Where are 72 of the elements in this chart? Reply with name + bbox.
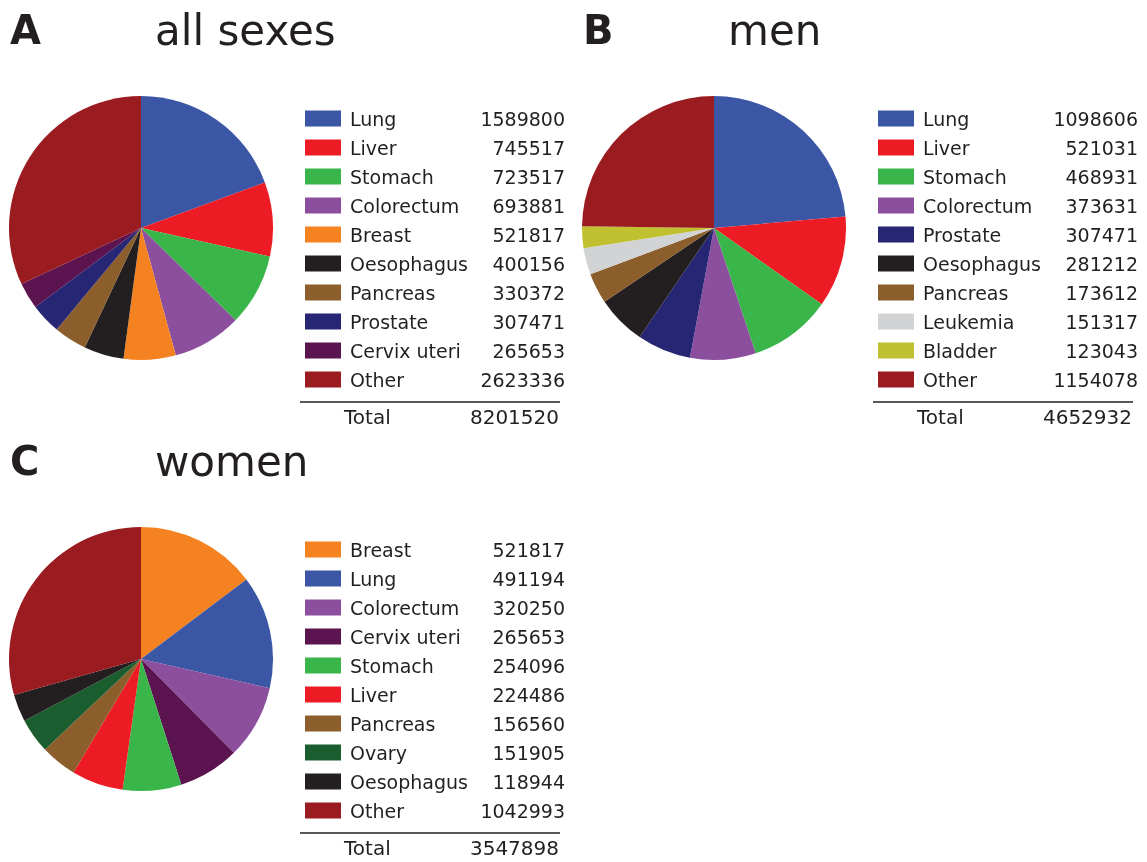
- chart-title: men: [728, 5, 822, 55]
- legend-label: Leukemia: [923, 310, 1015, 333]
- text: A: [10, 7, 41, 53]
- legend-label: Oesophagus: [350, 252, 468, 275]
- data-label: 156560: [492, 712, 565, 735]
- legend-label: Lung: [350, 107, 397, 130]
- data-label: 123043: [1065, 339, 1138, 362]
- legend-label: Stomach: [350, 165, 434, 188]
- legend-label: Colorectum: [923, 194, 1033, 217]
- data-label: 307471: [1065, 223, 1138, 246]
- legend-label: Stomach: [350, 654, 434, 677]
- data-label: 224486: [492, 683, 565, 706]
- legend-label: Stomach: [923, 165, 1007, 188]
- legend-label: Lung: [923, 107, 970, 130]
- data-label: 723517: [492, 165, 565, 188]
- legend-label: Breast: [350, 538, 412, 561]
- data-label: 118944: [492, 770, 565, 793]
- data-label: 521817: [492, 538, 565, 561]
- legend-label: Lung: [350, 567, 397, 590]
- legend-label: Pancreas: [350, 281, 436, 304]
- chart-title: all sexes: [155, 5, 336, 55]
- legend-label: Prostate: [350, 310, 429, 333]
- text: Total: [916, 405, 964, 429]
- legend-label: Cervix uteri: [350, 625, 461, 648]
- legend-label: Colorectum: [350, 596, 460, 619]
- legend-label: Bladder: [923, 339, 997, 362]
- data-label: 151905: [492, 741, 565, 764]
- legend-label: Pancreas: [350, 712, 436, 735]
- legend-label: Other: [350, 799, 405, 822]
- text: 3547898: [469, 836, 560, 860]
- text: 8201520: [469, 405, 560, 429]
- text: Total: [343, 405, 391, 429]
- data-label: 173612: [1065, 281, 1138, 304]
- data-label: 400156: [492, 252, 565, 275]
- legend-label: Liver: [350, 683, 397, 706]
- data-label: 307471: [492, 310, 565, 333]
- data-label: 1154078: [1053, 368, 1138, 391]
- data-label: 2623336: [480, 368, 565, 391]
- legend-label: Prostate: [923, 223, 1002, 246]
- legend-label: Colorectum: [350, 194, 460, 217]
- data-label: 491194: [492, 567, 565, 590]
- data-label: 1042993: [480, 799, 565, 822]
- text: Total: [343, 836, 391, 860]
- data-label: 468931: [1065, 165, 1138, 188]
- legend-label: Liver: [923, 136, 970, 159]
- data-label: 281212: [1065, 252, 1138, 275]
- data-label: 1589800: [480, 107, 565, 130]
- legend-label: Ovary: [350, 741, 407, 764]
- data-label: 373631: [1065, 194, 1138, 217]
- data-label: 265653: [492, 339, 565, 362]
- text: B: [583, 7, 614, 53]
- text: 4652932: [1042, 405, 1133, 429]
- data-label: 1098606: [1053, 107, 1138, 130]
- legend-label: Oesophagus: [923, 252, 1041, 275]
- data-label: 521817: [492, 223, 565, 246]
- legend-label: Other: [350, 368, 405, 391]
- legend-label: Breast: [350, 223, 412, 246]
- data-label: 151317: [1065, 310, 1138, 333]
- chart-title: women: [155, 436, 309, 486]
- data-label: 330372: [492, 281, 565, 304]
- data-label: 254096: [492, 654, 565, 677]
- data-label: 320250: [492, 596, 565, 619]
- data-label: 265653: [492, 625, 565, 648]
- legend-label: Cervix uteri: [350, 339, 461, 362]
- legend-label: Liver: [350, 136, 397, 159]
- legend-label: Oesophagus: [350, 770, 468, 793]
- data-label: 693881: [492, 194, 565, 217]
- legend-label: Other: [923, 368, 978, 391]
- text: C: [10, 438, 40, 484]
- legend-label: Pancreas: [923, 281, 1009, 304]
- data-label: 521031: [1065, 136, 1138, 159]
- data-label: 745517: [492, 136, 565, 159]
